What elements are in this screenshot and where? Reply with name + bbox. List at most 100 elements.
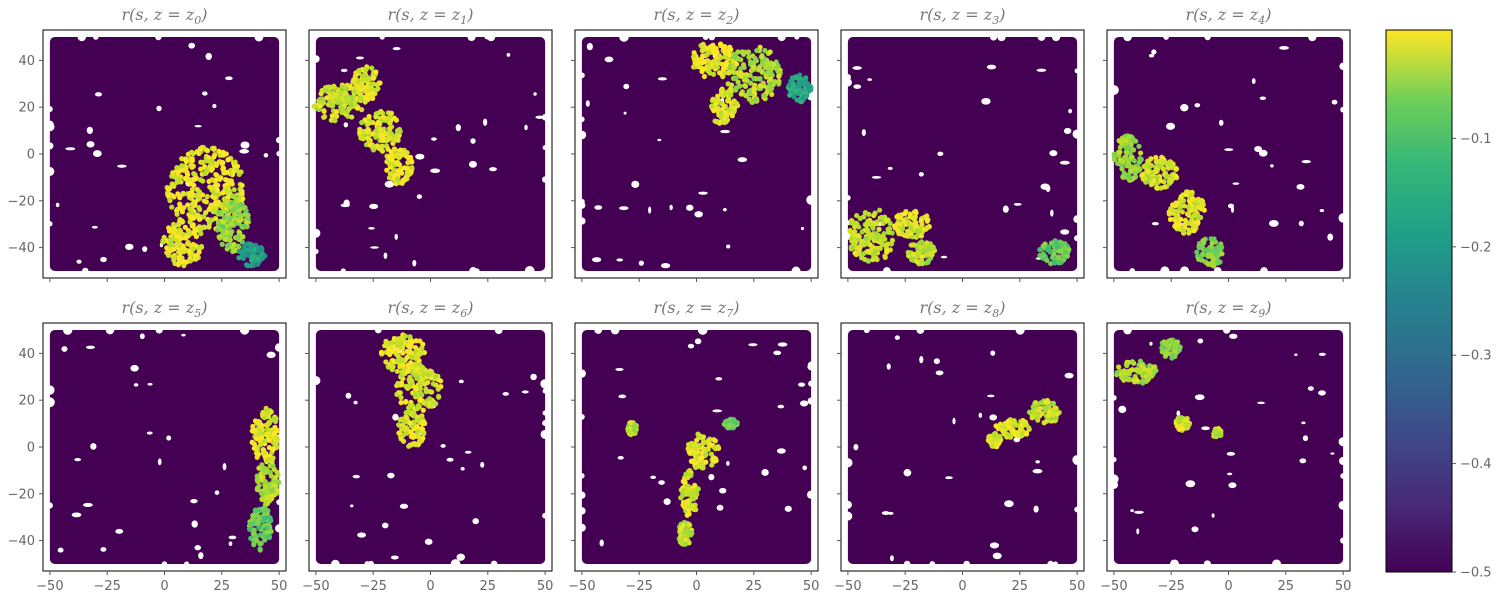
scatter-point xyxy=(748,80,754,86)
scatter-point xyxy=(219,159,226,166)
colorbar-tick-label: −0.4 xyxy=(1460,457,1492,472)
scatter-point xyxy=(718,114,724,120)
empty-region xyxy=(919,356,924,364)
scatter-point xyxy=(258,435,265,441)
empty-region xyxy=(1340,537,1347,544)
scatter-point xyxy=(422,381,428,387)
scatter-point xyxy=(1058,259,1064,266)
scatter-point xyxy=(230,193,236,199)
scatter-point xyxy=(1153,154,1159,161)
scatter-point xyxy=(712,45,718,51)
scatter-point xyxy=(684,528,690,534)
scatter-point xyxy=(709,103,715,109)
scatter-point xyxy=(1158,158,1165,165)
scatter-point xyxy=(343,97,350,103)
empty-region xyxy=(1203,560,1211,568)
empty-region xyxy=(933,358,940,365)
empty-region xyxy=(65,147,76,151)
empty-region xyxy=(472,518,479,525)
empty-region xyxy=(155,33,162,41)
panel-9: −50 −25 0 25 50 r(s, z = z9) xyxy=(1100,298,1351,594)
empty-region xyxy=(1339,456,1348,466)
scatter-point xyxy=(394,347,400,353)
x-tick-label: 25 xyxy=(480,579,497,594)
empty-region xyxy=(887,166,893,171)
scatter-point xyxy=(213,171,219,178)
empty-region xyxy=(853,443,859,451)
scatter-point xyxy=(208,184,214,191)
scatter-point xyxy=(410,364,416,370)
scatter-point xyxy=(1005,432,1011,438)
scatter-point xyxy=(1055,255,1061,261)
scatter-point xyxy=(1186,210,1192,216)
empty-region xyxy=(748,343,758,347)
scatter-point xyxy=(722,419,729,425)
scatter-point xyxy=(386,175,393,181)
scatter-point xyxy=(680,492,686,498)
scatter-point xyxy=(859,229,865,235)
scatter-point xyxy=(256,524,262,530)
scatter-point xyxy=(362,99,368,105)
scatter-point xyxy=(408,350,414,356)
scatter-point xyxy=(987,435,993,442)
empty-region xyxy=(1257,401,1265,405)
scatter-point xyxy=(259,411,266,417)
scatter-point xyxy=(189,149,195,155)
scatter-point xyxy=(255,247,261,254)
high-reward-region-3 xyxy=(1194,236,1225,269)
empty-region xyxy=(467,32,476,42)
scatter-point xyxy=(240,234,246,240)
scatter-point xyxy=(380,137,386,143)
scatter-point xyxy=(192,229,198,236)
scatter-point xyxy=(228,215,234,221)
empty-region xyxy=(1319,208,1325,213)
empty-region xyxy=(579,473,585,479)
scatter-point xyxy=(854,212,860,219)
scatter-point xyxy=(373,114,379,120)
empty-region xyxy=(198,552,204,560)
empty-region xyxy=(807,92,816,101)
scatter-point xyxy=(715,93,721,99)
scatter-point xyxy=(321,108,327,114)
scatter-point xyxy=(1032,400,1039,406)
scatter-point xyxy=(171,256,177,262)
high-reward-region-2 xyxy=(1166,189,1207,236)
scatter-point xyxy=(718,110,724,116)
scatter-point xyxy=(203,210,209,216)
scatter-point xyxy=(224,243,231,249)
scatter-point xyxy=(406,405,412,411)
empty-region xyxy=(502,391,509,396)
scatter-point xyxy=(333,92,340,98)
empty-region xyxy=(660,263,671,269)
scatter-point xyxy=(776,73,782,79)
scatter-point xyxy=(379,148,386,154)
empty-region xyxy=(540,379,550,389)
scatter-point xyxy=(864,227,871,233)
scatter-point xyxy=(366,138,372,145)
scatter-point xyxy=(1116,364,1122,370)
scatter-point xyxy=(171,183,177,189)
scatter-point xyxy=(209,166,215,172)
scatter-point xyxy=(272,424,278,430)
empty-region xyxy=(773,350,782,356)
scatter-point xyxy=(420,365,426,371)
scatter-point xyxy=(243,242,249,248)
empty-region xyxy=(720,129,731,134)
empty-region xyxy=(130,364,139,372)
scatter-point xyxy=(1117,144,1123,151)
empty-region xyxy=(845,194,851,201)
scatter-point xyxy=(251,441,257,447)
scatter-point xyxy=(802,78,809,84)
empty-region xyxy=(577,523,586,532)
scatter-point xyxy=(1171,208,1177,214)
scatter-point xyxy=(262,253,268,259)
empty-region xyxy=(340,268,346,274)
scatter-point xyxy=(261,450,268,456)
scatter-point xyxy=(1054,244,1060,250)
y-tick-label: −40 xyxy=(8,534,35,549)
scatter-point xyxy=(383,338,389,344)
empty-region xyxy=(852,66,862,70)
scatter-point xyxy=(405,160,411,166)
scatter-point xyxy=(394,176,400,182)
scatter-point xyxy=(171,252,178,259)
